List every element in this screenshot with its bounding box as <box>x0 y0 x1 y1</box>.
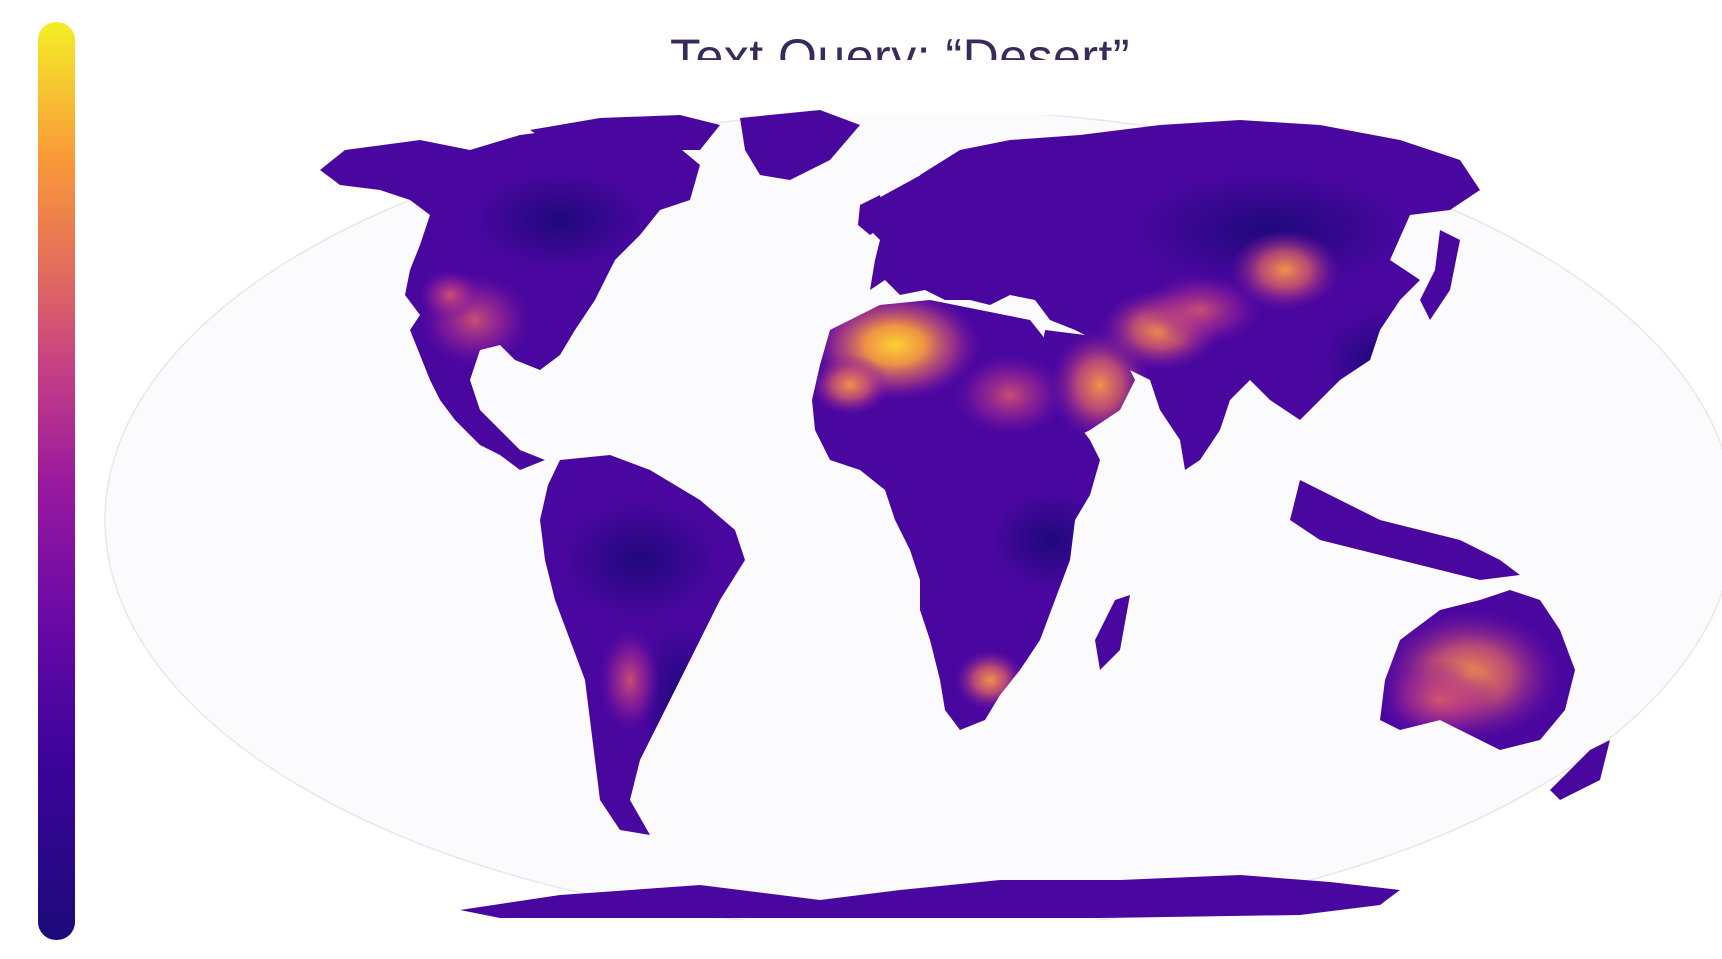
map-bottom-mask <box>90 920 1722 959</box>
colorbar-gradient <box>38 22 75 940</box>
map-top-mask <box>90 60 1722 115</box>
